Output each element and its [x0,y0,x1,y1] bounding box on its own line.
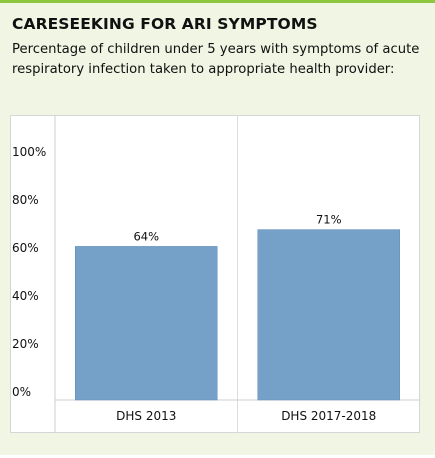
bar-2 [257,229,400,401]
chart-subtitle: Percentage of children under 5 years wit… [12,42,420,77]
y-tick-label: 40% [12,289,39,303]
chart-title: CARESEEKING FOR ARI SYMPTOMS [12,15,318,33]
y-tick-label: 80% [12,193,39,207]
x-tick-label: DHS 2017-2018 [281,409,376,423]
data-label: 64% [133,229,159,243]
y-tick-label: 0% [12,385,31,399]
y-tick-label: 100% [12,145,46,159]
bar-1 [75,246,218,401]
x-tick-label: DHS 2013 [116,409,176,423]
y-tick-label: 20% [12,337,39,351]
bar-chart: 0% 20% 40% 60% 80% 100% 64% DHS 2013 71% DHS 2017… [12,115,420,433]
data-label: 71% [316,213,342,227]
y-tick-label: 60% [12,241,39,255]
